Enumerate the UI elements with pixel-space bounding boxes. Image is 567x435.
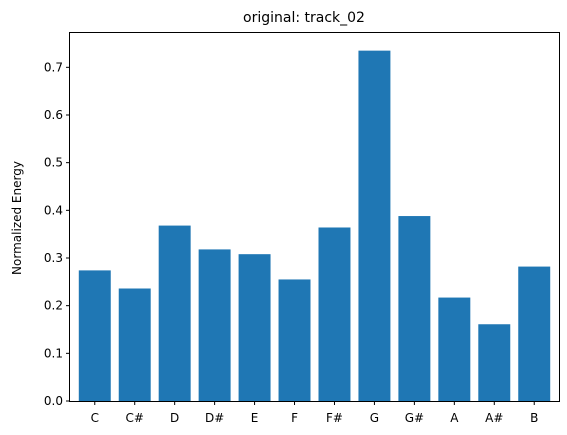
bar-d xyxy=(159,226,191,401)
bars-group xyxy=(79,51,550,401)
y-axis-label: Normalized Energy xyxy=(10,161,24,275)
bar-a-sharp xyxy=(478,324,510,401)
x-tick-label: F xyxy=(291,411,298,425)
y-tick-label: 0.5 xyxy=(44,156,63,170)
y-axis-ticks: 0.0 0.1 0.2 0.3 0.4 0.5 0.6 0.7 xyxy=(44,60,70,408)
chart-title: original: track_02 xyxy=(243,10,365,26)
x-tick-label: G xyxy=(370,411,379,425)
x-tick-label: C xyxy=(91,411,99,425)
bar-g xyxy=(358,51,390,401)
y-tick-label: 0.3 xyxy=(44,251,63,265)
x-tick-label: F# xyxy=(326,411,343,425)
x-tick-label: E xyxy=(251,411,259,425)
x-tick-label: A xyxy=(450,411,459,425)
bar-c-sharp xyxy=(119,289,151,402)
x-tick-label: B xyxy=(530,411,538,425)
x-tick-label: A# xyxy=(485,411,503,425)
x-tick-label: G# xyxy=(405,411,424,425)
y-tick-label: 0.4 xyxy=(44,203,63,217)
x-tick-label: C# xyxy=(126,411,144,425)
x-tick-label: D# xyxy=(205,411,224,425)
y-tick-label: 0.6 xyxy=(44,108,63,122)
y-tick-label: 0.0 xyxy=(44,394,63,408)
bar-f xyxy=(279,279,311,401)
y-tick-label: 0.2 xyxy=(44,299,63,313)
bar-b xyxy=(518,267,550,401)
bar-g-sharp xyxy=(398,216,430,401)
x-axis-ticks: C C# D D# E F F# G G# A A# B xyxy=(91,401,539,425)
y-tick-label: 0.1 xyxy=(44,346,63,360)
bar-e xyxy=(239,254,271,401)
bar-d-sharp xyxy=(199,249,231,401)
bar-f-sharp xyxy=(319,227,351,401)
x-tick-label: D xyxy=(170,411,179,425)
bar-a xyxy=(438,298,470,401)
y-tick-label: 0.7 xyxy=(44,60,63,74)
bar-c xyxy=(79,270,111,401)
